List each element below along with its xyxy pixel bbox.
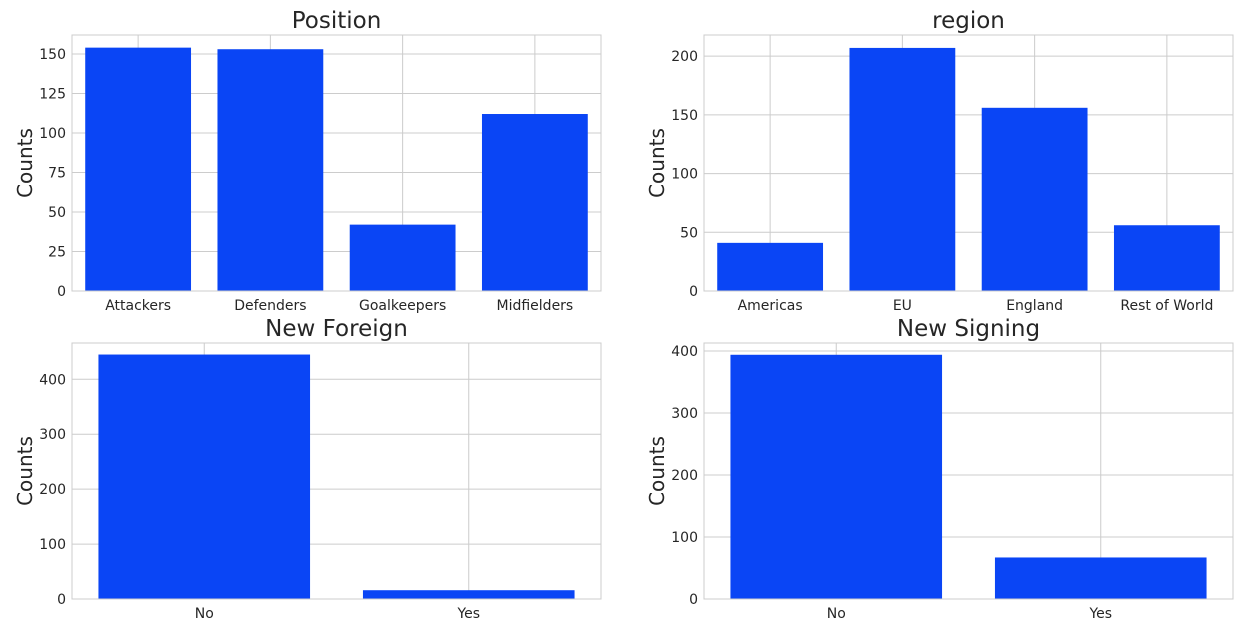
chart-panel-2: 0 100 200 300 400 No Yes New Foreign Counts [13, 316, 602, 622]
y-tick-label: 50 [48, 205, 66, 221]
x-tick-label: Defenders [234, 298, 306, 314]
y-tick-label: 300 [39, 427, 66, 443]
y-tick-label: 100 [39, 126, 66, 142]
y-tick-label: 400 [671, 344, 698, 360]
x-tick-label: England [1006, 298, 1063, 314]
y-tick-label: 150 [39, 47, 66, 63]
bar-attackers [85, 47, 192, 292]
y-tick-label: 200 [39, 482, 66, 498]
y-axis-label: Counts [645, 128, 669, 198]
x-tick-label: Americas [738, 298, 803, 314]
y-tick-label: 100 [671, 167, 698, 183]
bar-england [981, 107, 1088, 291]
x-tick-label: EU [893, 298, 912, 314]
y-tick-label: 150 [671, 108, 698, 124]
y-axis-label: Counts [13, 128, 37, 198]
y-tick-label: 125 [39, 86, 66, 102]
x-tick-label: Goalkeepers [359, 298, 446, 314]
x-tick-label: Midfielders [497, 298, 574, 314]
axes-frame [703, 34, 1234, 292]
chart-panel-3: 0 100 200 300 400 No Yes New Signing Counts [645, 316, 1234, 622]
chart-title: region [932, 8, 1005, 34]
y-tick-label: 0 [689, 284, 698, 300]
y-tick-label: 200 [671, 468, 698, 484]
bar-americas [717, 242, 824, 291]
x-tick-label: Yes [456, 606, 480, 622]
bar-no [98, 354, 311, 599]
y-tick-label: 75 [48, 165, 66, 181]
axes-frame [703, 342, 1234, 600]
bar-midfielders [481, 114, 588, 291]
x-tick-label: No [195, 606, 214, 622]
bar-rest-of-world [1113, 225, 1220, 291]
y-tick-label: 25 [48, 244, 66, 260]
bar-yes [994, 557, 1207, 599]
chart-panel-0: 0 25 50 75 100 125 150 Attackers Defenders Goalke… [13, 8, 602, 314]
y-tick-label: 300 [671, 406, 698, 422]
chart-title: New Signing [897, 316, 1040, 342]
y-tick-label: 0 [57, 592, 66, 608]
chart-title: New Foreign [265, 316, 408, 342]
x-tick-label: Rest of World [1120, 298, 1213, 314]
bar-no [730, 354, 943, 599]
axes-frame [71, 342, 602, 600]
axes-frame [71, 34, 602, 292]
x-tick-label: No [827, 606, 846, 622]
y-tick-label: 0 [57, 284, 66, 300]
x-tick-label: Yes [1088, 606, 1112, 622]
chart-panel-1: 0 50 100 150 200 Americas EU England Rest of Wor… [645, 8, 1234, 314]
y-axis-label: Counts [13, 436, 37, 506]
chart-title: Position [292, 8, 382, 34]
bar-goalkeepers [349, 224, 456, 291]
y-tick-label: 100 [671, 530, 698, 546]
bar-eu [849, 47, 956, 291]
bar-yes [362, 590, 575, 599]
y-axis-label: Counts [645, 436, 669, 506]
bar-defenders [217, 49, 324, 291]
y-tick-label: 0 [689, 592, 698, 608]
y-tick-label: 50 [680, 225, 698, 241]
x-tick-label: Attackers [105, 298, 171, 314]
y-tick-label: 100 [39, 537, 66, 553]
y-tick-label: 200 [671, 49, 698, 65]
y-tick-label: 400 [39, 372, 66, 388]
